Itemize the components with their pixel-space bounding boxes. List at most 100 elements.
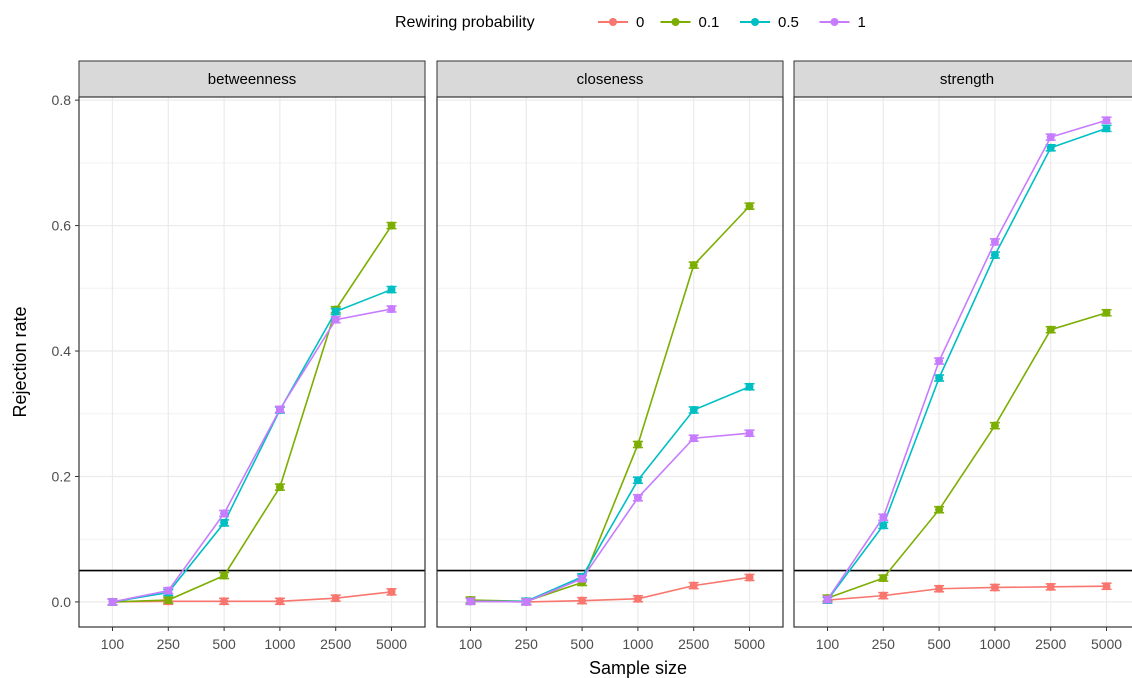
data-point: [689, 405, 698, 414]
facet-strip: [78, 60, 426, 98]
legend-label: 0.5: [778, 14, 799, 31]
panel-border: [436, 96, 784, 628]
y-tick-label: 0.8: [52, 92, 72, 108]
x-tick-label: 5000: [376, 636, 407, 652]
panel-background: [79, 97, 425, 627]
facet-label: closeness: [577, 71, 644, 88]
legend-key-0-5: 0.5: [740, 14, 799, 31]
series-line: [826, 127, 1107, 601]
legend-key-0-1: 0.1: [660, 14, 720, 31]
data-point: [990, 251, 999, 260]
data-point: [387, 587, 396, 596]
x-tick-label: 500: [570, 636, 594, 652]
legend-swatch-point: [609, 18, 617, 26]
data-point: [387, 221, 396, 230]
legend-label: 0.1: [699, 14, 720, 31]
data-point: [387, 285, 396, 294]
x-tick-label: 2500: [1035, 636, 1066, 652]
x-tick-label: 500: [212, 636, 236, 652]
data-point: [522, 597, 531, 606]
data-point: [108, 597, 117, 606]
x-tick-label: 100: [459, 636, 483, 652]
facet-strip: [436, 60, 784, 98]
x-tick-label: 5000: [1091, 636, 1122, 652]
gridlines: [794, 97, 1132, 627]
data-point: [935, 505, 944, 514]
panel-background: [437, 97, 783, 627]
facet-strip: [793, 60, 1132, 98]
series-line: [112, 591, 392, 603]
x-tick-label: 1000: [622, 636, 653, 652]
data-point: [745, 573, 754, 582]
data-point: [466, 597, 475, 606]
data-point: [1102, 582, 1111, 591]
x-tick-label: 1000: [264, 636, 295, 652]
data-point: [275, 597, 284, 606]
data-point: [1102, 116, 1111, 125]
data-point: [1046, 143, 1055, 152]
y-tick-label: 0.2: [52, 468, 72, 484]
data-point: [275, 483, 284, 492]
panel-border: [78, 96, 426, 628]
data-point: [879, 591, 888, 600]
data-point: [745, 202, 754, 211]
data-point: [689, 261, 698, 270]
series-1: [107, 305, 397, 606]
data-point: [879, 521, 888, 530]
data-point: [689, 581, 698, 590]
data-point: [633, 476, 642, 485]
data-point: [633, 594, 642, 603]
data-point: [220, 509, 229, 518]
data-point: [935, 357, 944, 366]
x-axis-title: Sample size: [589, 658, 687, 678]
x-tick-label: 5000: [734, 636, 765, 652]
data-point: [1046, 325, 1055, 334]
x-axis-ticks: 100 250 500 1000 2500 5000: [816, 627, 1122, 652]
x-tick-label: 2500: [678, 636, 709, 652]
x-tick-label: 1000: [979, 636, 1010, 652]
data-point: [1046, 582, 1055, 591]
series-1: [465, 429, 755, 606]
data-point: [220, 571, 229, 580]
y-axis-ticks: 0.0 0.2 0.4 0.6 0.8: [52, 92, 79, 610]
data-point: [990, 583, 999, 592]
series-line: [826, 119, 1107, 600]
gridlines: [437, 97, 783, 627]
x-tick-label: 250: [157, 636, 181, 652]
panel-background: [794, 97, 1132, 627]
data-point: [879, 513, 888, 522]
data-point: [823, 595, 832, 604]
data-point: [275, 405, 284, 414]
legend-swatch-point: [751, 18, 759, 26]
data-point: [220, 597, 229, 606]
x-axis-ticks: 100 250 500 1000 2500 5000: [101, 627, 407, 652]
legend-label: 1: [858, 14, 866, 31]
series-0-5: [822, 124, 1112, 605]
data-point: [633, 440, 642, 449]
data-point: [745, 429, 754, 438]
x-tick-label: 2500: [320, 636, 351, 652]
data-point: [331, 594, 340, 603]
series-line: [827, 311, 1107, 599]
x-tick-label: 250: [872, 636, 896, 652]
panel-strength: strength 100 250 500 1000 2500 5000: [793, 60, 1132, 652]
data-point: [387, 305, 396, 313]
data-point: [990, 237, 999, 246]
x-tick-label: 100: [816, 636, 840, 652]
data-point: [1102, 124, 1111, 133]
panel-border: [793, 96, 1132, 628]
x-axis-ticks: 100 250 500 1000 2500 5000: [459, 627, 765, 652]
facet-label: betweenness: [208, 71, 296, 88]
data-point: [164, 586, 173, 595]
data-point: [879, 574, 888, 583]
data-point: [331, 307, 340, 316]
x-tick-label: 500: [927, 636, 951, 652]
y-tick-label: 0.0: [52, 594, 72, 610]
legend-swatch-point: [671, 18, 680, 26]
y-tick-label: 0.4: [52, 343, 72, 359]
legend-key-0: 0: [598, 14, 644, 31]
y-tick-label: 0.6: [52, 218, 72, 234]
